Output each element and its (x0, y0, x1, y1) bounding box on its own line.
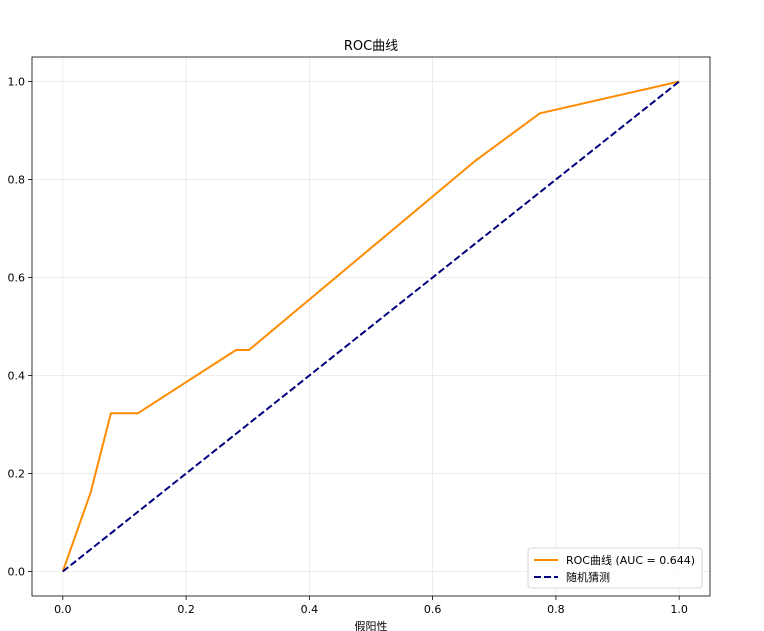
y-tick-label: 1.0 (8, 76, 26, 89)
axis-ticks: 0.0 0.2 0.4 0.6 0.8 1.0 0.0 0.2 0.4 0.6 0.8 1.0 (8, 76, 688, 617)
legend-label-random: 随机猜测 (566, 570, 610, 584)
x-tick-label: 0.0 (54, 603, 72, 616)
x-tick-label: 0.6 (424, 603, 442, 616)
plot-frame (31, 56, 711, 597)
roc-curve-line (61, 80, 680, 572)
chart-title: ROC曲线 (344, 39, 398, 54)
x-tick-label: 0.2 (177, 603, 195, 616)
y-tick-label: 0.8 (8, 174, 26, 187)
y-tick-label: 0.6 (8, 272, 26, 285)
random-guess-line (62, 80, 680, 573)
grid (32, 57, 710, 596)
x-axis-label: 假阳性 (355, 619, 388, 631)
legend-box (527, 547, 703, 589)
x-tick-label: 0.8 (547, 603, 565, 616)
legend-label-roc: ROC曲线 (AUC = 0.644) (566, 553, 695, 567)
x-tick-label: 1.0 (670, 603, 688, 616)
x-tick-label: 0.4 (301, 603, 319, 616)
legend: ROC曲线 (AUC = 0.644) 随机猜测 (527, 547, 703, 589)
series-layer (61, 80, 680, 573)
y-tick-label: 0.0 (8, 566, 26, 579)
y-tick-label: 0.4 (8, 370, 26, 383)
y-tick-label: 0.2 (8, 468, 26, 481)
